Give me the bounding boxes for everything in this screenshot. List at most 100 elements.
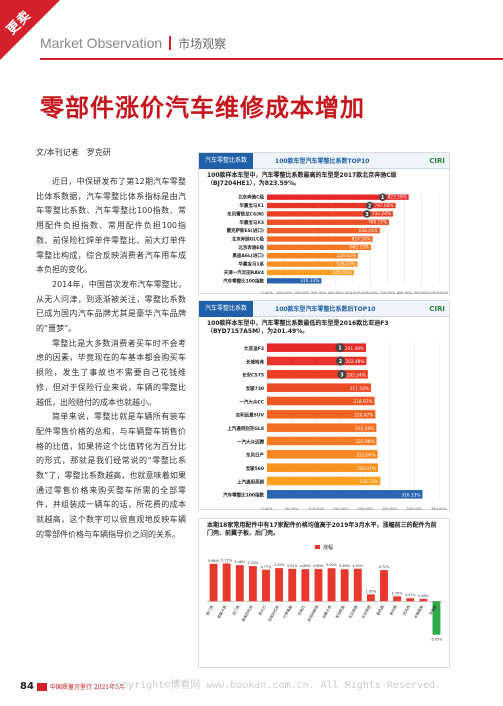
bar [248, 566, 257, 602]
category-label: 东风日产 [246, 452, 264, 459]
category-label: 长安CS75 [242, 372, 264, 379]
category-label: 宝骏730 [246, 385, 264, 392]
category-label: 华晨宝马X3 [239, 219, 264, 226]
category-label: 前风挡玻璃 [306, 604, 320, 622]
x-tick-label: 600.00% [362, 291, 379, 295]
bar [393, 596, 402, 602]
data-label: 316.33% [401, 492, 420, 498]
bar [267, 450, 378, 459]
top-rule [40, 58, 503, 60]
bar [267, 476, 381, 486]
bar [380, 570, 388, 602]
chart-heading: 100款车型汽车零整比系数TOP10 [275, 158, 370, 165]
bar [340, 569, 349, 602]
ciri-logo: CIRI [429, 156, 445, 165]
data-label: 211.54% [350, 386, 369, 392]
x-tick-label: 700.00% [379, 291, 396, 295]
x-tick-label: 50.00% [285, 507, 299, 511]
corner-banner [0, 0, 60, 60]
x-tick-label: 500.00% [345, 291, 362, 295]
bar [267, 410, 376, 419]
bar [267, 383, 371, 392]
category-label: 发动机盖 [334, 604, 346, 619]
category-label: 左后视镜 [347, 604, 359, 619]
rank-number: 1 [381, 195, 385, 201]
category-label: 北京奔驰E级 [238, 244, 264, 251]
bar [353, 568, 362, 602]
data-label: 0.47% [405, 593, 417, 597]
rank-number: 1 [338, 346, 342, 352]
data-label: 230.71% [359, 479, 378, 485]
category-label: 散热器 [375, 604, 385, 616]
bar [267, 370, 368, 379]
data-label: 5.72% [221, 558, 233, 562]
bar [267, 343, 367, 352]
section-en: Market Observation [40, 35, 163, 51]
category-label: 后尾灯 [296, 604, 306, 616]
chart-tag: 汽车零整比系数 [199, 152, 254, 169]
section-cn: 市场观察 [178, 36, 227, 51]
footer-magazine: 中国质量万里行 2021年5月 [49, 684, 125, 691]
x-tick-label: 300.00% [406, 507, 423, 511]
category-label: 后风挡 [401, 604, 411, 616]
data-label: 0.36% [418, 594, 430, 598]
x-tick-label: 200.00% [357, 507, 374, 511]
bar [275, 568, 284, 602]
bar [267, 194, 409, 200]
chart-heading: 100款车型汽车零整比系数后TOP10 [275, 306, 376, 313]
body-column: 近日，中保研发布了第12期汽车零整比体系数据，汽车零整比体系指标是由汽车零整比系… [36, 175, 186, 543]
x-tick-label: 250.00% [382, 507, 399, 511]
data-label: 316.33% [300, 278, 319, 284]
data-label: 218.97% [353, 399, 372, 405]
rank-badge [378, 193, 387, 201]
category-label: 一汽大众迈腾 [237, 438, 264, 445]
x-tick-label: 100.00% [276, 291, 293, 295]
bar [267, 356, 367, 366]
bar [209, 563, 218, 602]
rank-badge [363, 210, 371, 218]
data-label: 4.89% [313, 564, 325, 568]
category-label: 前翼子板 [216, 604, 228, 619]
category-label: 汽车零整比100指数 [223, 277, 264, 284]
chart-panel-parts: 本期18家常用配件中有17家配件价格均值高于2019年3月水平，涨幅前三的配件为… [198, 518, 450, 668]
bar [301, 569, 310, 602]
bar [267, 211, 393, 217]
data-label: 4.86% [300, 564, 312, 568]
bar [419, 598, 428, 602]
bar [366, 594, 375, 602]
data-label: 201.49% [345, 346, 364, 352]
bar [262, 569, 270, 602]
data-label: 505.05% [333, 270, 352, 276]
bar [267, 490, 423, 499]
data-label: 5.46% [234, 560, 246, 564]
bar [267, 396, 375, 406]
data-label: 528.62% [337, 253, 356, 259]
category-label: 前中网 [388, 604, 398, 616]
bar [267, 202, 396, 209]
data-label: 5.00% [326, 563, 338, 567]
category-label: 北京奔驰GLC级 [232, 236, 265, 243]
bar-chart-parts: 涨幅 5.66% 前门壳 5.72% 前翼子板 5.46% 后门壳 5.33% 前保险杠皮 4.7… [205, 544, 444, 642]
data-label: 0.75% [392, 591, 404, 595]
bar [267, 261, 358, 267]
category-label: 宝骏560 [246, 465, 264, 472]
bar [314, 568, 323, 602]
category-label: 右后视镜 [360, 604, 372, 619]
paragraph: 简单来说，零整比就是车辆所有装车配件零售价格的总和，与车辆整车销售价格的比值，如… [36, 412, 186, 539]
x-tick-label: 200.00% [293, 291, 310, 295]
data-label: 709.72% [368, 220, 387, 226]
legend-swatch [315, 545, 320, 549]
legend-label: 涨幅 [323, 544, 333, 551]
rank-badge [335, 343, 345, 353]
data-label: 220.47% [354, 412, 373, 418]
bar-chart-top10: 0.00% 100.00% 200.00% 300.00% 400.00% 500.00%… [223, 193, 449, 295]
category-label: 上汽通用别克GL8 [227, 425, 264, 432]
bar [267, 463, 379, 472]
section-divider [169, 36, 172, 50]
data-label: 4.92% [352, 564, 364, 568]
category-label: 后保险杠皮 [267, 604, 281, 622]
data-label: 656.24% [359, 228, 378, 234]
x-tick-label: 100.00% [308, 507, 325, 511]
category-label: 后翼子板 [321, 604, 333, 619]
bar [267, 244, 372, 251]
